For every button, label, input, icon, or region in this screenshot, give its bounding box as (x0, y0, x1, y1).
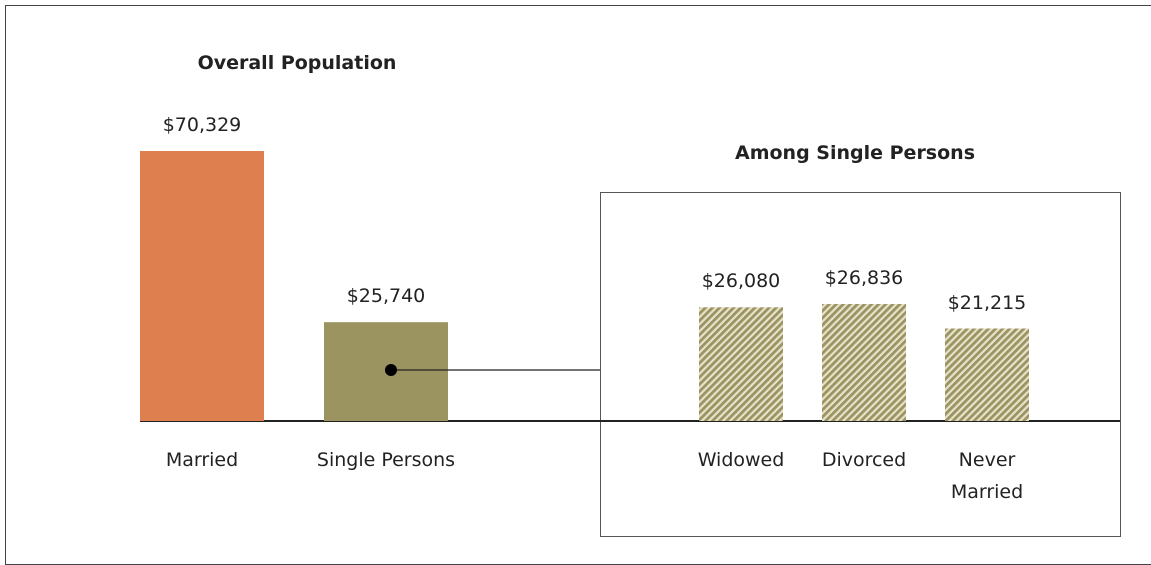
category-label: Married (165, 449, 239, 471)
bar (140, 151, 264, 421)
value-label: $26,080 (701, 270, 781, 293)
chart-title: Among Single Persons (734, 142, 976, 164)
bar (945, 328, 1029, 421)
category-label: Divorced (821, 449, 907, 471)
panel-box (600, 192, 1121, 537)
bar (699, 307, 783, 421)
value-label: $25,740 (346, 285, 426, 308)
value-label: $26,836 (824, 267, 904, 289)
value-label: $21,215 (947, 291, 1027, 314)
bar (822, 304, 906, 421)
category-label: Widowed (697, 449, 785, 471)
connector-dot (385, 364, 397, 376)
value-label: $70,329 (162, 114, 242, 136)
category-label: Single Persons (316, 449, 456, 471)
category-label: Never Married (950, 449, 1024, 503)
chart-title: Overall Population (197, 52, 397, 74)
